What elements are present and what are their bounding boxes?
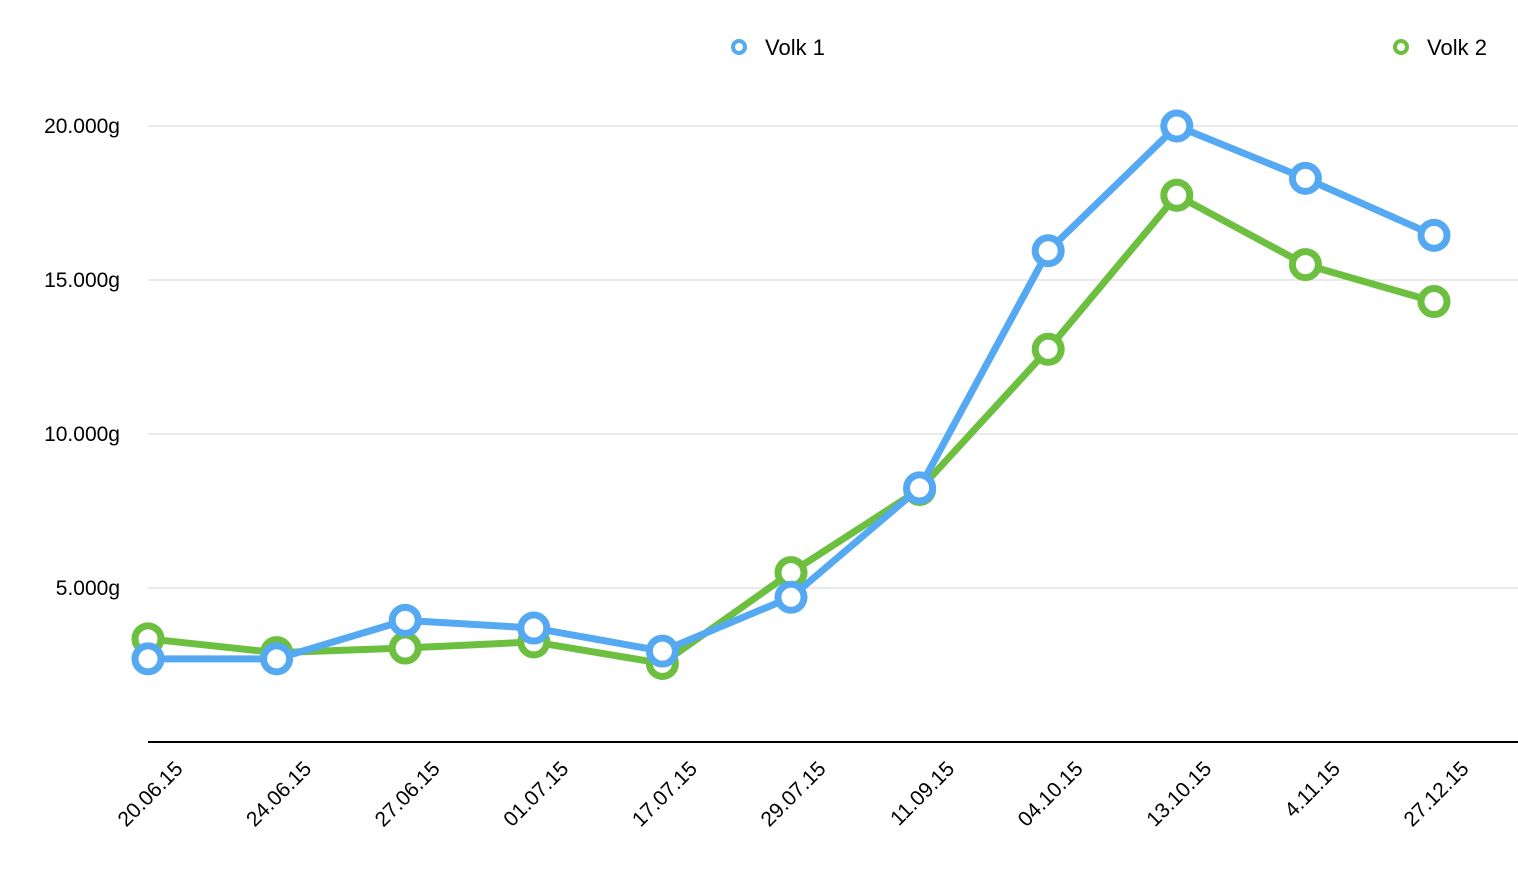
x-tick-label: 4.11.15 [1280, 757, 1345, 822]
x-tick-label: 27.12.15 [1399, 757, 1473, 831]
data-point [1031, 332, 1065, 366]
x-tick-label: 20.06.15 [113, 757, 187, 831]
x-tick-label: 17.07.15 [628, 757, 702, 831]
data-point [517, 611, 551, 645]
series-volk-1 [131, 109, 1451, 676]
y-tick-label: 5.000g [56, 577, 120, 600]
y-axis-ticks: 5.000g 10.000g 15.000g 20.000g [44, 115, 120, 600]
y-tick-label: 10.000g [44, 423, 120, 446]
x-tick-label: 13.10.15 [1142, 757, 1216, 831]
data-point [1288, 248, 1322, 282]
data-point [1417, 218, 1451, 252]
gridlines [148, 125, 1518, 589]
data-point [388, 631, 422, 665]
legend-label: Volk 1 [765, 35, 825, 60]
data-point [260, 642, 294, 676]
legend-label: Volk 2 [1427, 35, 1487, 60]
x-tick-label: 24.06.15 [242, 757, 316, 831]
legend-item: Volk 2 [1393, 35, 1487, 60]
x-tick-label: 01.07.15 [499, 757, 573, 831]
data-point [1031, 234, 1065, 268]
data-point [1160, 178, 1194, 212]
data-point [131, 642, 165, 676]
data-point [903, 471, 937, 505]
legend: Volk 1 Volk 2 [731, 35, 1487, 60]
data-point [645, 634, 679, 668]
legend-item: Volk 1 [731, 35, 825, 60]
x-tick-label: 27.06.15 [371, 757, 445, 831]
x-tick-label: 11.09.15 [886, 757, 959, 830]
y-tick-label: 20.000g [44, 115, 120, 138]
data-point [774, 580, 808, 614]
x-axis: 20.06.15 24.06.15 27.06.15 01.07.15 17.07.15… [113, 741, 1518, 831]
legend-marker-icon [1393, 39, 1409, 55]
legend-marker-icon [731, 39, 747, 55]
data-point [388, 603, 422, 637]
x-tick-label: 29.07.15 [756, 757, 830, 831]
y-tick-label: 15.000g [44, 269, 120, 292]
series-group [131, 109, 1451, 680]
data-point [1288, 161, 1322, 195]
data-point [1160, 109, 1194, 143]
x-tick-label: 04.10.15 [1014, 757, 1088, 831]
data-point [1417, 285, 1451, 319]
